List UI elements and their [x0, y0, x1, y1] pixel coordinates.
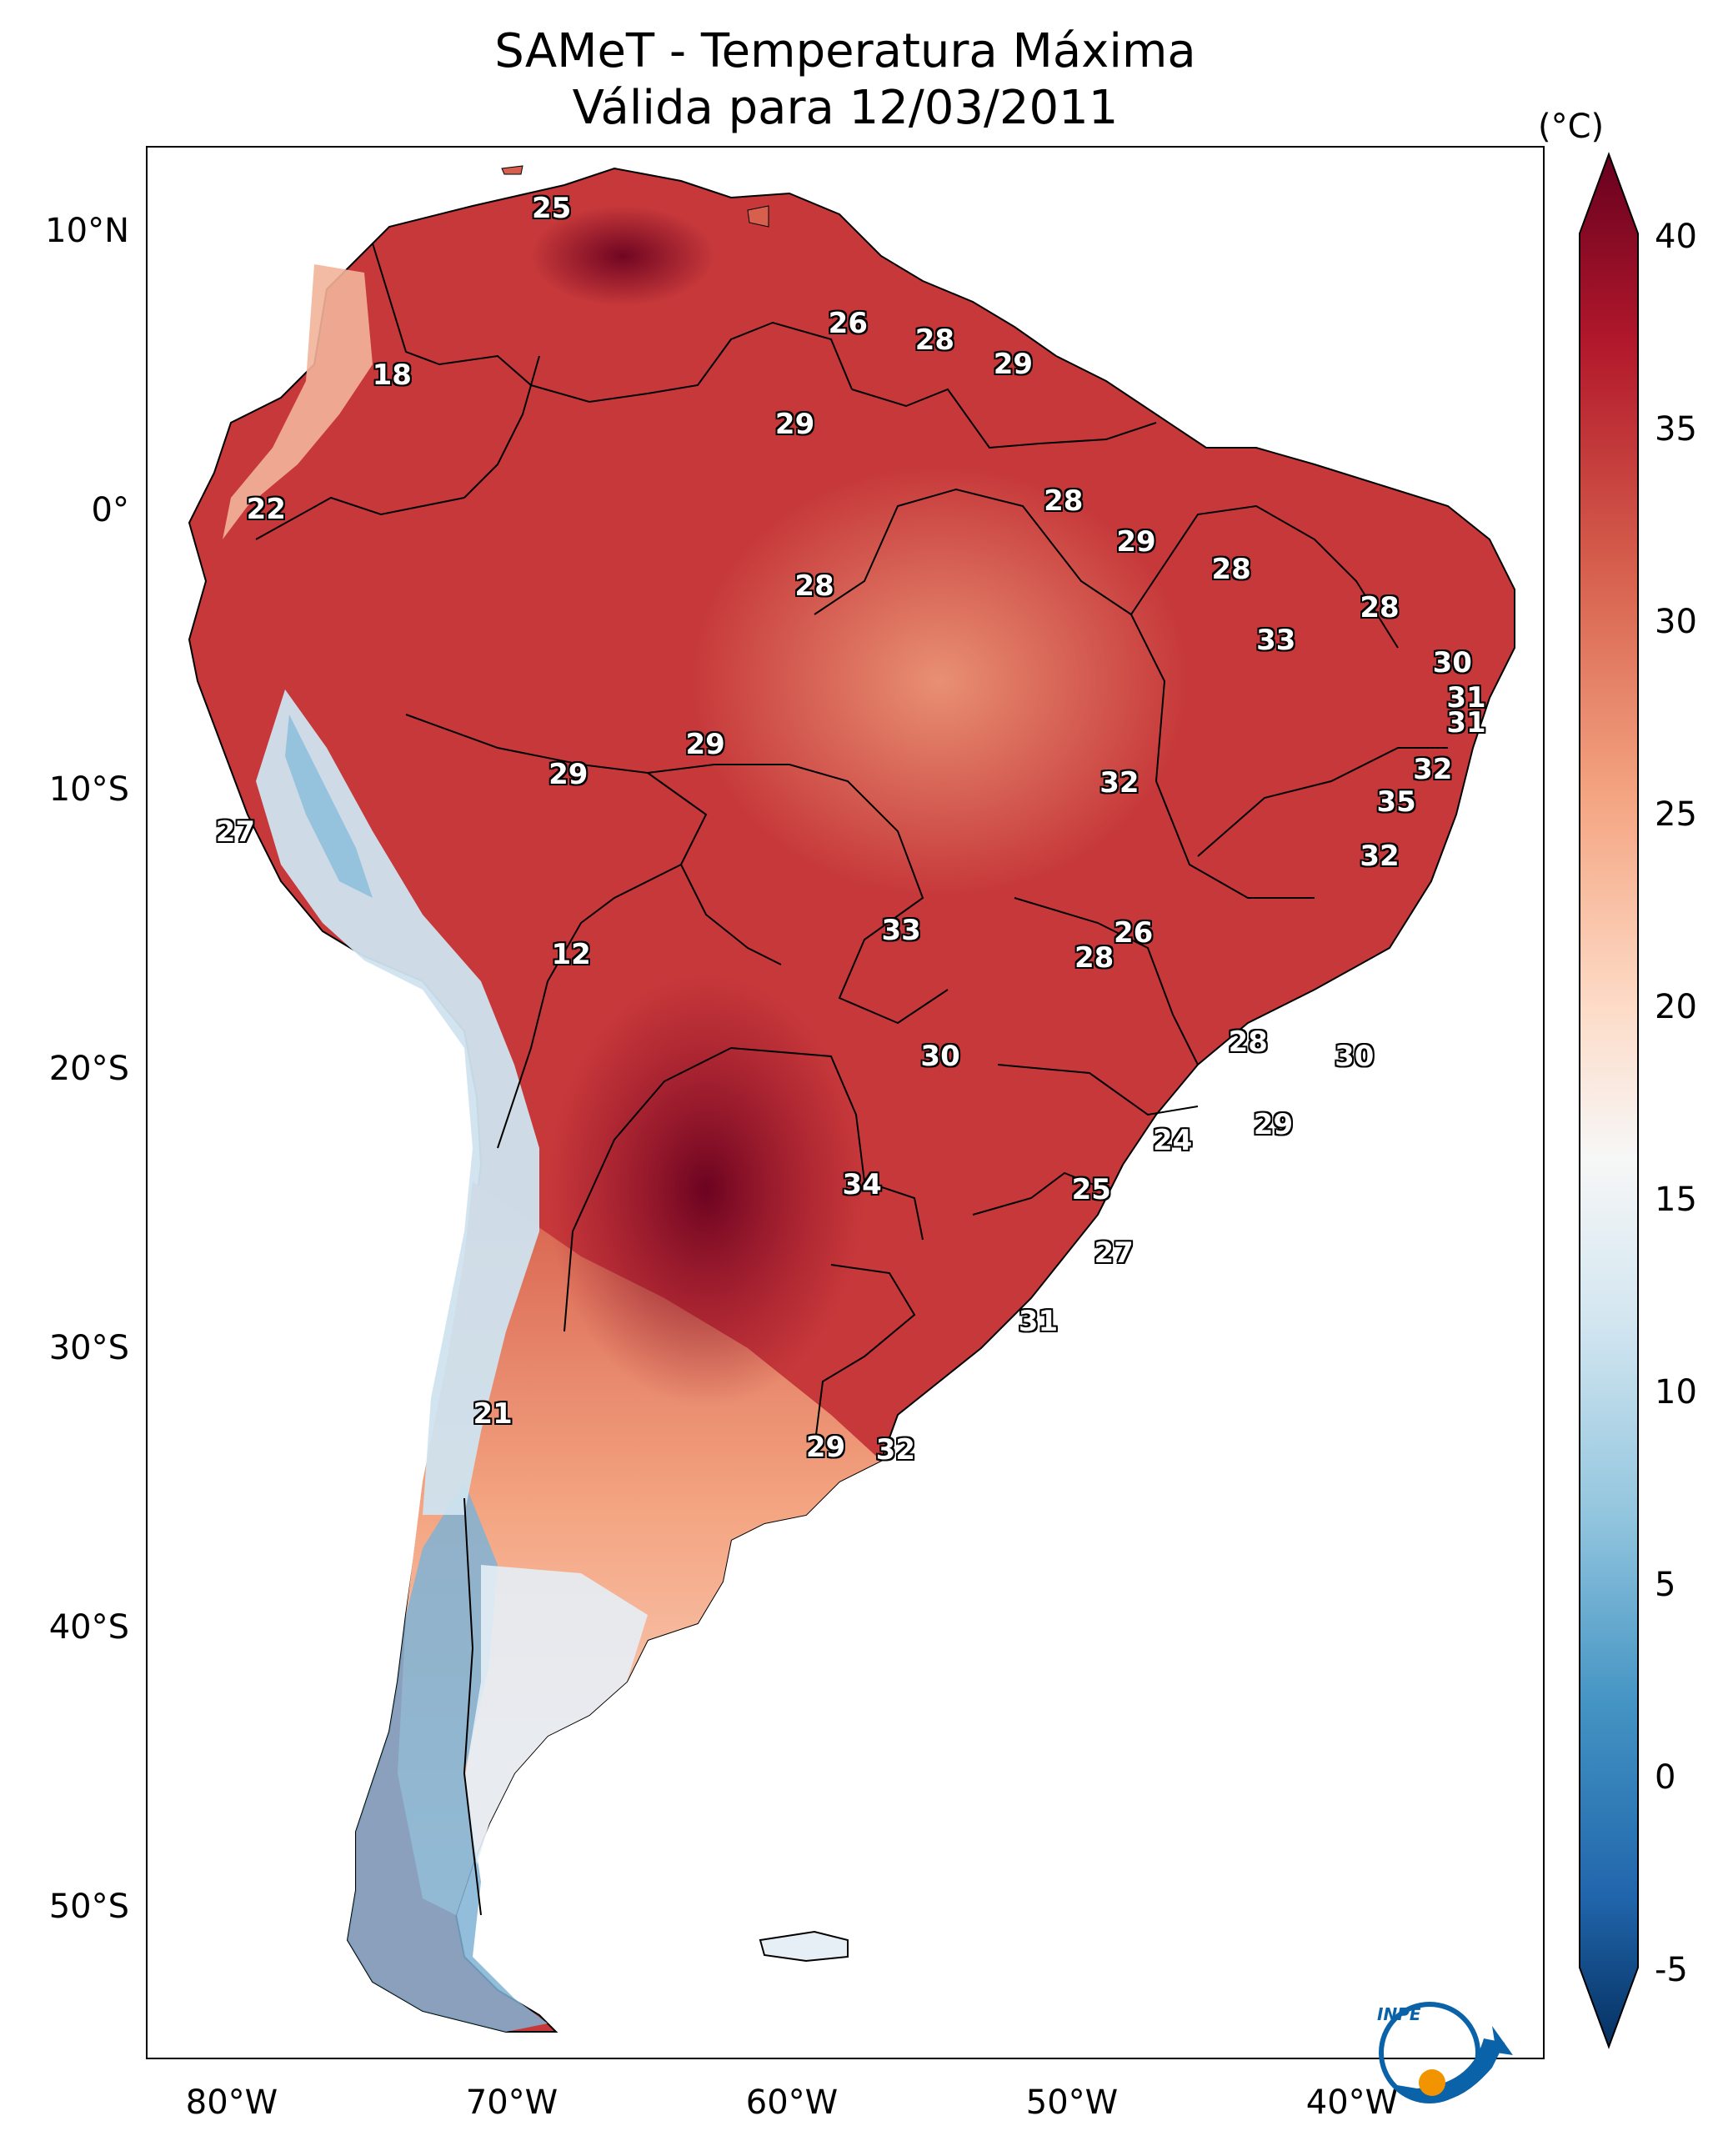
- colorbar-tick-40: 40: [1655, 218, 1697, 256]
- andes-north: [223, 264, 373, 539]
- colorbar: [1579, 152, 1639, 2049]
- lon-label-50w: 50°W: [1025, 2083, 1119, 2122]
- andes-cold-south: [348, 1482, 548, 2032]
- patagonia-pale: [464, 1565, 648, 1865]
- colorbar-tick-5: 5: [1655, 1566, 1676, 1604]
- map-value-label: 34: [842, 1167, 882, 1201]
- inpe-logo-text: INPE: [1377, 2004, 1421, 2024]
- colorbar-unit-label: (°C): [1538, 108, 1605, 146]
- map-value-label: 24: [1152, 1124, 1193, 1158]
- map-value-label: 28: [1211, 553, 1251, 587]
- lon-label-60w: 60°W: [745, 2083, 839, 2122]
- map-value-label: 26: [828, 307, 869, 341]
- lat-label-40s: 40°S: [48, 1608, 129, 1647]
- lon-label-40w: 40°W: [1305, 2083, 1399, 2122]
- map-value-label: 32: [875, 1432, 916, 1467]
- map-value-label: 29: [993, 348, 1034, 382]
- map-value-label: 27: [1094, 1236, 1134, 1270]
- colorbar-tick-neg5: -5: [1655, 1951, 1688, 1989]
- map-value-label: 29: [548, 758, 589, 792]
- map-value-label: 28: [1074, 940, 1114, 975]
- colorbar-bar: [1579, 152, 1639, 2049]
- map-value-label: 30: [1432, 645, 1472, 679]
- logo-arrow: [1492, 2026, 1513, 2055]
- map-value-label: 28: [914, 323, 955, 357]
- logo-sun: [1419, 2069, 1445, 2096]
- colorbar-tick-10: 10: [1655, 1373, 1697, 1411]
- map-value-label: 33: [1256, 624, 1296, 658]
- map-value-label: 29: [1116, 525, 1156, 559]
- map-value-label: 33: [881, 913, 921, 947]
- colorbar-tick-25: 25: [1655, 795, 1697, 834]
- map-value-label: 31: [1018, 1304, 1059, 1338]
- map-value-label: 35: [1376, 785, 1416, 819]
- hotspot-chaco: [548, 973, 864, 1406]
- map-value-label: 22: [246, 493, 286, 527]
- caribbean-islands: [501, 165, 769, 228]
- map-value-label: 12: [551, 938, 591, 972]
- map-value-label: 25: [1071, 1173, 1111, 1207]
- andes-cold-core: [285, 714, 373, 898]
- lat-label-0: 0°: [91, 491, 129, 529]
- chart-title-line2: Válida para 12/03/2011: [572, 81, 1119, 135]
- map-value-label: 29: [685, 728, 725, 761]
- colorbar-tick-20: 20: [1655, 988, 1697, 1026]
- colorbar-tick-35: 35: [1655, 410, 1697, 449]
- map-value-label: 30: [920, 1039, 960, 1073]
- colorbar-tick-15: 15: [1655, 1181, 1697, 1219]
- lat-label-30s: 30°S: [48, 1329, 129, 1367]
- map-value-label: 26: [1113, 916, 1154, 950]
- map-value-label: 31: [1446, 681, 1486, 715]
- falkland-islands: [759, 1930, 849, 1963]
- lon-label-80w: 80°W: [185, 2083, 278, 2122]
- logo-swoosh: [1392, 2038, 1505, 2102]
- chart-title-line1: SAMeT - Temperatura Máxima: [494, 24, 1196, 78]
- inpe-logo: [1379, 2002, 1513, 2103]
- map-value-label: 30: [1335, 1039, 1375, 1073]
- map-value-label: 28: [794, 569, 834, 603]
- map-value-label: 21: [473, 1397, 513, 1431]
- hotspot-venezuela: [531, 206, 714, 306]
- colorbar-tick-30: 30: [1655, 603, 1697, 641]
- colorbar-tick-0: 0: [1655, 1758, 1676, 1797]
- lon-label-70w: 70°W: [465, 2083, 558, 2122]
- map-area: [146, 146, 1545, 2059]
- map-value-label: 25: [531, 192, 572, 226]
- map-value-label: 31: [1446, 705, 1486, 740]
- highland-cool: [689, 464, 1190, 898]
- lat-label-50s: 50°S: [48, 1888, 129, 1926]
- map-value-label: 18: [372, 358, 412, 393]
- lat-label-10s: 10°S: [48, 770, 129, 809]
- lat-label-10n: 10°N: [45, 212, 129, 250]
- map-value-label: 28: [1360, 591, 1400, 625]
- map-value-label: 29: [774, 408, 815, 442]
- lat-label-20s: 20°S: [48, 1050, 129, 1088]
- map-canvas: [188, 165, 1515, 2033]
- andes-cold-central: [256, 689, 539, 1515]
- map-value-label: 32: [1413, 752, 1453, 786]
- map-value-label: 29: [805, 1430, 846, 1464]
- map-value-label: 27: [215, 815, 256, 849]
- map-value-label: 28: [1228, 1025, 1268, 1060]
- map-value-label: 29: [1253, 1107, 1294, 1141]
- map-value-label: 28: [1044, 484, 1084, 519]
- map-value-label: 32: [1099, 765, 1139, 800]
- country-borders: [255, 243, 1448, 1916]
- map-value-label: 32: [1360, 840, 1400, 874]
